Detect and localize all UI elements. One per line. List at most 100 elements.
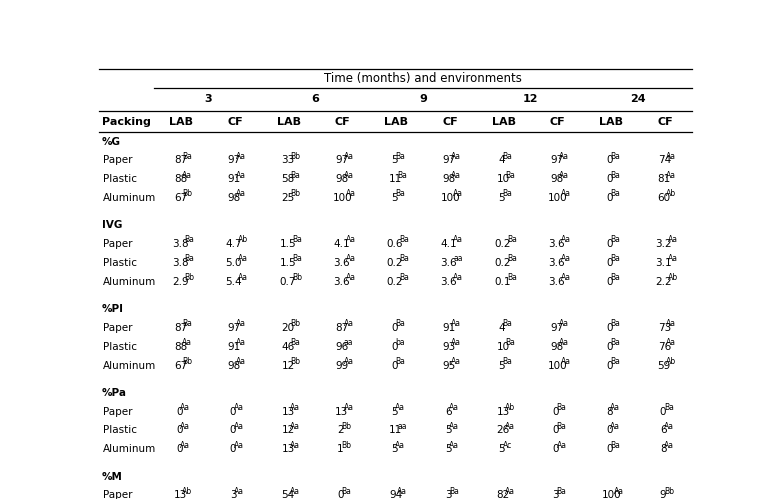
Text: Ba: Ba [507, 273, 517, 282]
Text: Ba: Ba [507, 236, 517, 245]
Text: 0: 0 [606, 155, 612, 165]
Text: Ba: Ba [400, 236, 410, 245]
Text: Aa: Aa [290, 441, 300, 450]
Text: 5: 5 [391, 444, 397, 454]
Text: 5.0: 5.0 [226, 258, 242, 268]
Text: Ba: Ba [610, 171, 620, 180]
Text: 0.2: 0.2 [494, 239, 511, 249]
Text: Aa: Aa [610, 403, 620, 412]
Text: 4.1: 4.1 [440, 239, 457, 249]
Text: 97: 97 [550, 323, 564, 333]
Text: Ba: Ba [290, 171, 300, 180]
Text: Aa: Aa [558, 319, 568, 328]
Text: Aa: Aa [290, 403, 300, 412]
Text: LAB: LAB [276, 117, 301, 127]
Text: Ba: Ba [292, 254, 302, 263]
Text: LAB: LAB [492, 117, 516, 127]
Text: 0: 0 [606, 277, 612, 287]
Text: 8: 8 [660, 444, 666, 454]
Text: Ba: Ba [610, 357, 620, 366]
Text: 26: 26 [497, 426, 510, 436]
Text: Aa: Aa [236, 319, 246, 328]
Text: Aa: Aa [451, 152, 461, 161]
Text: 0: 0 [229, 407, 236, 417]
Text: 0: 0 [606, 361, 612, 371]
Text: 3.6: 3.6 [333, 277, 350, 287]
Text: Aa: Aa [180, 403, 190, 412]
Text: Aa: Aa [346, 236, 356, 245]
Text: Aa: Aa [451, 319, 461, 328]
Text: Aa: Aa [236, 357, 246, 366]
Text: Paper: Paper [103, 407, 132, 417]
Text: Plastic: Plastic [103, 426, 137, 436]
Text: 5: 5 [498, 444, 505, 454]
Text: 97: 97 [335, 155, 349, 165]
Text: 82: 82 [497, 491, 510, 499]
Text: 3: 3 [229, 491, 236, 499]
Text: Aa: Aa [557, 441, 567, 450]
Text: Aluminum: Aluminum [103, 277, 156, 287]
Text: Aa: Aa [180, 441, 190, 450]
Text: 98: 98 [550, 342, 564, 352]
Text: aa: aa [343, 338, 353, 347]
Text: 58: 58 [281, 174, 295, 184]
Text: 97: 97 [228, 155, 241, 165]
Text: Ba: Ba [557, 403, 567, 412]
Text: Aa: Aa [343, 152, 353, 161]
Text: 0: 0 [606, 174, 612, 184]
Text: Aa: Aa [558, 338, 568, 347]
Text: 0.2: 0.2 [387, 277, 403, 287]
Text: Aa: Aa [182, 338, 192, 347]
Text: Ba: Ba [503, 152, 513, 161]
Text: 5: 5 [445, 444, 451, 454]
Text: 5: 5 [498, 361, 505, 371]
Text: 88: 88 [174, 342, 187, 352]
Text: Aa: Aa [561, 357, 571, 366]
Text: Ba: Ba [503, 319, 513, 328]
Text: Ac: Ac [503, 441, 512, 450]
Text: Aa: Aa [290, 422, 300, 431]
Text: 11: 11 [389, 426, 402, 436]
Text: 20: 20 [281, 323, 295, 333]
Text: Aa: Aa [561, 273, 571, 282]
Text: 98: 98 [550, 174, 564, 184]
Text: 2.2: 2.2 [655, 277, 672, 287]
Text: 5: 5 [391, 407, 397, 417]
Text: Ba: Ba [610, 441, 620, 450]
Text: Ba: Ba [395, 319, 405, 328]
Text: 3.2: 3.2 [655, 239, 672, 249]
Text: Aa: Aa [236, 189, 246, 199]
Text: 2: 2 [337, 426, 344, 436]
Text: 1.5: 1.5 [280, 239, 296, 249]
Text: 46: 46 [281, 342, 295, 352]
Text: Ba: Ba [610, 319, 620, 328]
Text: 13: 13 [281, 407, 295, 417]
Text: 0: 0 [552, 444, 559, 454]
Text: Packing: Packing [102, 117, 151, 127]
Text: 87: 87 [335, 323, 349, 333]
Text: Aa: Aa [505, 487, 515, 496]
Text: Ba: Ba [395, 189, 405, 199]
Text: 0: 0 [337, 491, 343, 499]
Text: Aa: Aa [610, 422, 620, 431]
Text: Aa: Aa [558, 152, 568, 161]
Text: 98: 98 [228, 361, 241, 371]
Text: %G: %G [102, 137, 121, 147]
Text: Ba: Ba [610, 236, 620, 245]
Text: 10: 10 [497, 174, 510, 184]
Text: 0: 0 [552, 407, 559, 417]
Text: 87: 87 [174, 323, 187, 333]
Text: LAB: LAB [169, 117, 193, 127]
Text: 5.4: 5.4 [226, 277, 243, 287]
Text: 0: 0 [391, 342, 397, 352]
Text: Aa: Aa [395, 441, 405, 450]
Text: Aa: Aa [234, 422, 244, 431]
Text: 91: 91 [443, 323, 456, 333]
Text: Ba: Ba [610, 152, 620, 161]
Text: Ba: Ba [400, 273, 410, 282]
Text: Ab: Ab [238, 236, 248, 245]
Text: Plastic: Plastic [103, 342, 137, 352]
Text: IVG: IVG [102, 220, 122, 231]
Text: 60: 60 [658, 193, 671, 203]
Text: Aa: Aa [343, 357, 353, 366]
